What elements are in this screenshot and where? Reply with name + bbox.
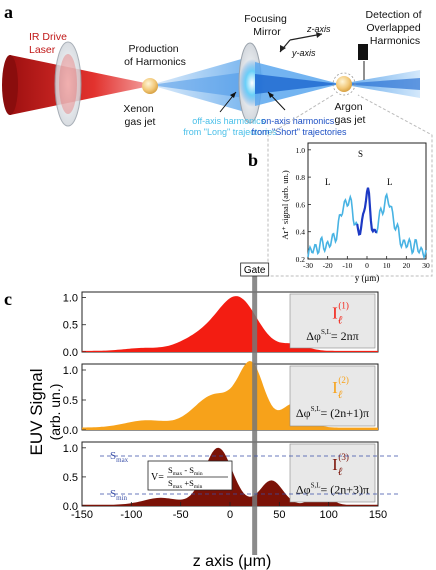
ytick-label: 0.5 (63, 472, 78, 484)
intensity-label: Iℓ(2) (332, 375, 349, 401)
ytick-label: 1.0 (63, 365, 78, 377)
smin-label: Smin (110, 488, 128, 502)
panel-c-ylabel-2: (arb. un.) (47, 384, 63, 441)
panel-c-xticks: -150 -100 -50 0 50 100 150 (71, 502, 387, 521)
axes-indicator (279, 32, 323, 53)
argon-label: Argon gas jet (335, 101, 366, 126)
focusing-lens (54, 41, 82, 127)
xenon-gas-jet (142, 78, 158, 94)
gate-bar (252, 270, 258, 555)
ytick-label: 0.0 (63, 501, 78, 513)
legend-box (289, 443, 376, 503)
zoom-inset-outline (267, 94, 433, 277)
svg-text:V=: V= (151, 472, 164, 483)
laser-aperture (2, 55, 18, 115)
phase-label: ΔφS,L= (2n+3)π (296, 481, 369, 496)
ytick-label: 0.5 (63, 320, 78, 332)
panel-c-xlabel: z axis (μm) (193, 553, 272, 570)
lens-beam-overlap (59, 54, 77, 114)
euv-signal-area (82, 296, 378, 352)
xtick-label: 100 (319, 509, 337, 521)
argon-gas-jet (336, 76, 352, 92)
phase-label: ΔφS,L= 2nπ (306, 328, 358, 343)
production-label: Production of Harmonics (124, 43, 186, 68)
panel-b-ytick-label: 0.8 (296, 173, 306, 182)
diverging-beam-core (340, 78, 420, 90)
panel-c-ylabel-1: EUV Signal (27, 369, 46, 456)
panel-b-xtick-label: -10 (342, 261, 352, 270)
panel-b: b 0.2 0.4 0.6 0.8 1.0 -30 -20 -10 0 10 20 30 L S L… (248, 94, 433, 283)
svg-text:Smax +Smin: Smax +Smin (168, 478, 203, 490)
label-L-left: L (325, 177, 331, 187)
z-axis-label: z-axis (306, 24, 331, 34)
ytick-label: 0.0 (63, 425, 78, 437)
xtick-label: -150 (71, 509, 93, 521)
zoom-circle (332, 72, 356, 96)
label-S: S (358, 149, 363, 159)
panel-b-ylabel: Ar⁺ signal (arb. un.) (280, 170, 290, 240)
panel-b-letter: b (248, 150, 258, 170)
ar-signal-curve-short (356, 187, 378, 236)
xtick-label: 0 (227, 509, 233, 521)
intensity-label: Iℓ(3) (332, 452, 349, 478)
panel-b-xtick-label: 20 (403, 261, 411, 270)
panel-a: a (2, 2, 425, 137)
panel-b-xtick-label: 0 (365, 261, 369, 270)
panel-c-letter: c (4, 289, 12, 309)
panel-b-ytick-label: 0.2 (296, 255, 306, 264)
detector (358, 44, 368, 60)
xtick-label: 150 (369, 509, 387, 521)
panel-b-xtick-label: 30 (422, 261, 430, 270)
panel-b-xtick-label: -20 (323, 261, 333, 270)
mirror-label: Focusing Mirror (244, 13, 290, 38)
off-axis-label: off-axis harmonics from "Long" trajector… (183, 116, 277, 137)
panel-b-xticks: -30 -20 -10 0 10 20 30 (303, 256, 430, 270)
detection-label: Detection of Overlapped Harmonics (366, 9, 425, 47)
laser-label: IR Drive Laser (29, 31, 70, 56)
legend-box (289, 293, 376, 349)
on-axis-label: on-axis harmonics from "Short" trajector… (252, 116, 347, 137)
label-L-right: L (387, 177, 393, 187)
panel-b-xtick-label: 10 (383, 261, 391, 270)
ytick-label: 0.5 (63, 395, 78, 407)
panel-b-yticks: 0.2 0.4 0.6 0.8 1.0 (296, 146, 311, 264)
ytick-label: 0.0 (63, 347, 78, 359)
intensity-label: Iℓ(1) (332, 300, 349, 326)
panel-a-letter: a (4, 2, 13, 22)
ytick-label: 1.0 (63, 292, 78, 304)
panel-b-xlabel: y (μm) (355, 273, 380, 283)
subplot-2: 0.0 0.5 1.0 Iℓ(2) ΔφS,L= (2n+1)π (63, 361, 379, 437)
xtick-label: -100 (120, 509, 142, 521)
panel-b-ytick-label: 0.6 (296, 200, 306, 209)
xtick-label: 50 (273, 509, 285, 521)
panel-b-ytick-label: 0.4 (296, 228, 306, 237)
subplot-1: 0.0 0.5 1.0 Iℓ(1) ΔφS,L= 2nπ (63, 291, 379, 359)
visibility-formula: V= Smax - Smin Smax +Smin (147, 460, 233, 491)
harmonic-beam-core (150, 72, 245, 98)
xenon-label: Xenon gas jet (123, 103, 156, 128)
y-axis-label: y-axis (291, 48, 316, 58)
panel-b-xtick-label: -30 (303, 261, 313, 270)
gate-label: Gate (244, 265, 266, 276)
gate-label-box (240, 262, 270, 277)
smax-label: Smax (110, 450, 129, 464)
ytick-label: 1.0 (63, 443, 78, 455)
phase-label: ΔφS,L= (2n+1)π (296, 405, 369, 420)
legend-box (289, 365, 376, 427)
svg-text:Smax - Smin: Smax - Smin (168, 465, 203, 477)
panel-b-ytick-label: 1.0 (296, 146, 306, 155)
focused-beam-core (255, 74, 340, 94)
xtick-label: -50 (173, 509, 189, 521)
panel-c: c EUV Signal (arb. un.) 0.0 0.5 1.0 Iℓ(1) Δφ… (4, 262, 400, 570)
